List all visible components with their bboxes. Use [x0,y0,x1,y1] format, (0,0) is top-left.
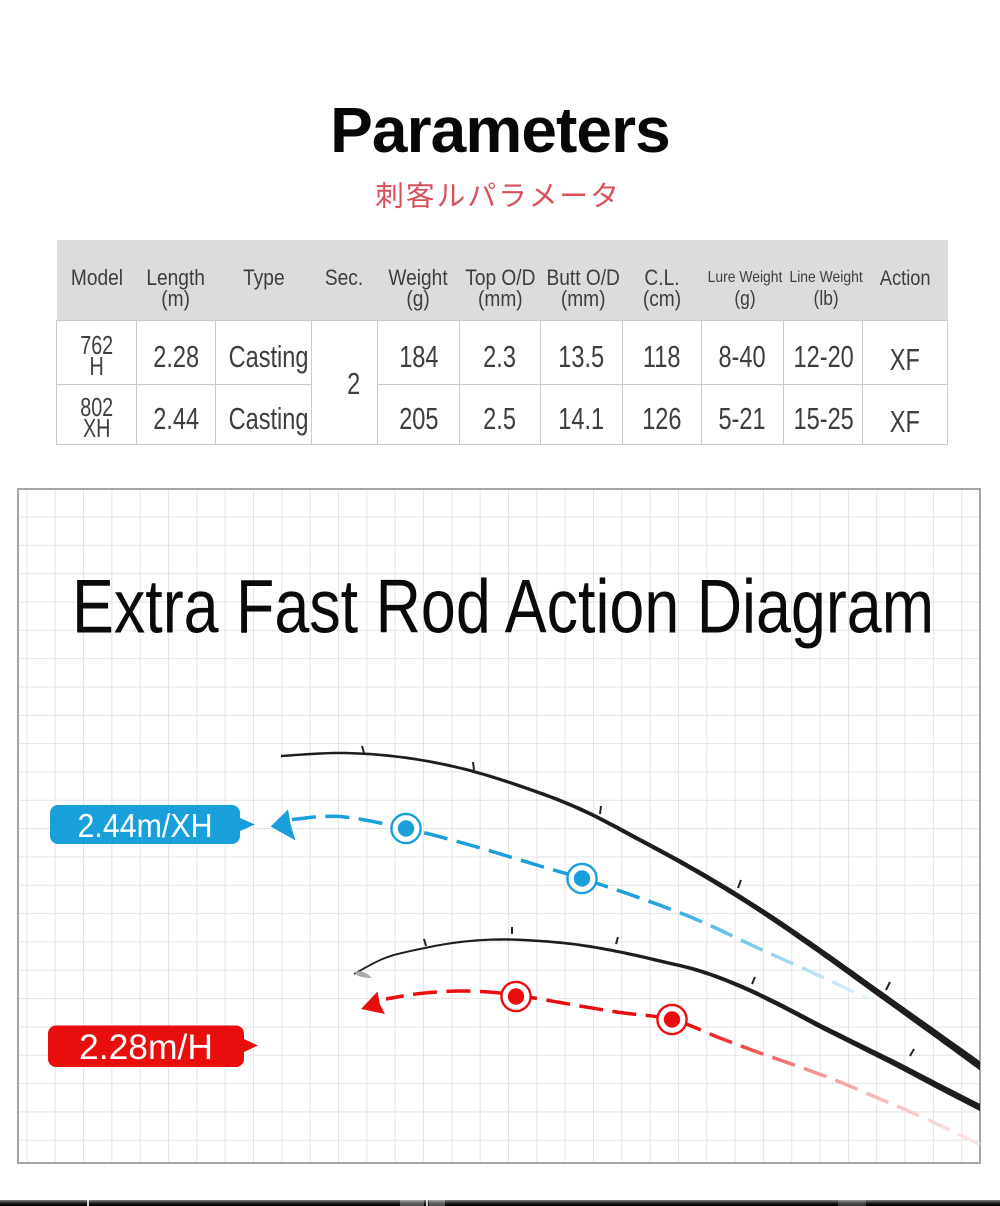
svg-text:2.28m/H: 2.28m/H [79,1028,213,1067]
svg-text:2.44m/XH: 2.44m/XH [78,807,213,844]
svg-text:Extra Fast Rod Action Diagram: Extra Fast Rod Action Diagram [72,565,934,650]
